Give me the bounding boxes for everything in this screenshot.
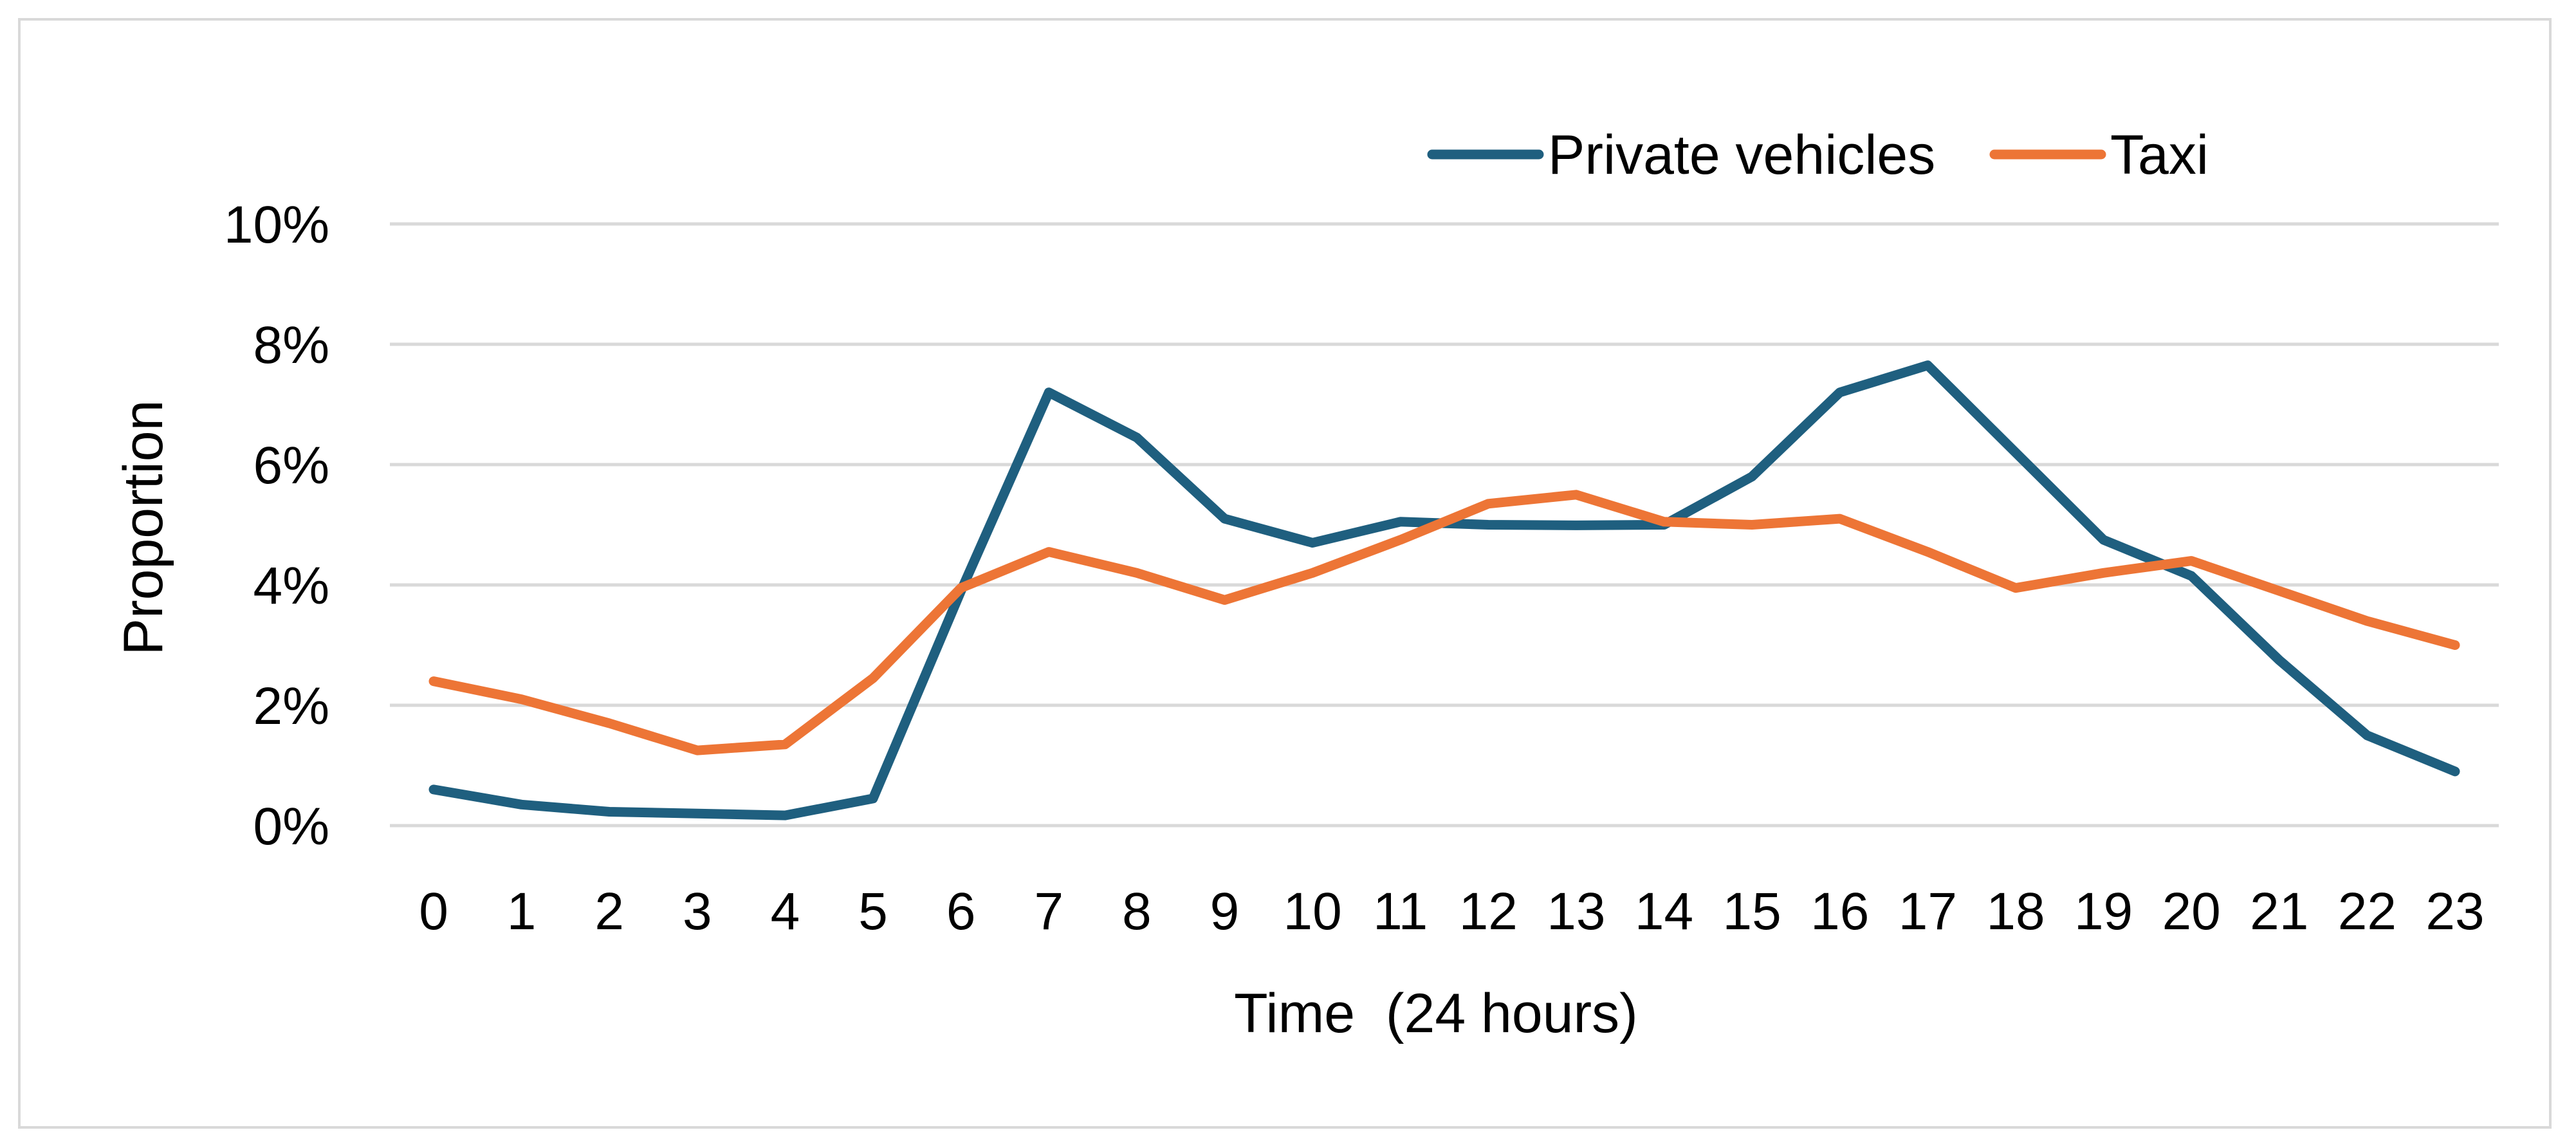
data-point-taxi bbox=[2103, 572, 2104, 573]
data-point-private-vehicles bbox=[1751, 476, 1753, 477]
data-point-private-vehicles bbox=[697, 813, 698, 814]
x-tick-label: 7 bbox=[1034, 882, 1063, 941]
gridlines bbox=[390, 222, 2499, 828]
x-tick-label: 12 bbox=[1459, 882, 1518, 941]
data-point-taxi bbox=[433, 681, 434, 682]
data-point-taxi bbox=[1048, 551, 1049, 553]
y-tick-label: 4% bbox=[253, 557, 329, 615]
data-point-taxi bbox=[1576, 494, 1577, 495]
legend-label-private-vehicles: Private vehicles bbox=[1548, 124, 1935, 186]
data-point-taxi bbox=[1312, 572, 1313, 573]
series-layer bbox=[428, 360, 2460, 820]
x-tick-label: 20 bbox=[2162, 882, 2221, 941]
y-tick-label: 6% bbox=[253, 436, 329, 495]
x-tick-label: 23 bbox=[2425, 882, 2484, 941]
data-point-private-vehicles bbox=[1312, 542, 1313, 544]
x-tick-labels: 0 1 2 3 4 5 6 7 8 9 10 11 12 13 14 15 16 17 18 19 20 21 22 23 bbox=[419, 882, 2484, 941]
x-tick-label: 13 bbox=[1547, 882, 1605, 941]
data-point-private-vehicles bbox=[609, 811, 610, 812]
y-tick-label: 8% bbox=[253, 316, 329, 375]
x-tick-label: 1 bbox=[507, 882, 537, 941]
data-point-private-vehicles bbox=[2454, 771, 2456, 772]
data-point-taxi bbox=[1136, 572, 1137, 573]
y-tick-label: 2% bbox=[253, 677, 329, 736]
x-tick-label: 8 bbox=[1122, 882, 1152, 941]
x-tick-label: 15 bbox=[1723, 882, 1781, 941]
data-point-taxi bbox=[2015, 588, 2016, 589]
data-point-private-vehicles bbox=[1224, 518, 1225, 519]
data-point-taxi bbox=[2366, 620, 2368, 622]
data-point-taxi bbox=[697, 750, 698, 751]
y-tick-label: 10% bbox=[224, 196, 329, 254]
x-tick-label: 6 bbox=[946, 882, 976, 941]
data-point-private-vehicles bbox=[433, 789, 434, 790]
x-tick-label: 21 bbox=[2250, 882, 2308, 941]
data-point-taxi bbox=[1224, 599, 1225, 600]
x-tick-label: 17 bbox=[1899, 882, 1957, 941]
data-point-taxi bbox=[2279, 590, 2280, 591]
data-point-taxi bbox=[521, 699, 522, 700]
series-line-taxi bbox=[428, 490, 2460, 755]
data-point-private-vehicles bbox=[2366, 735, 2368, 736]
data-point-taxi bbox=[961, 588, 962, 589]
data-point-private-vehicles bbox=[2191, 575, 2192, 577]
x-tick-label: 2 bbox=[594, 882, 624, 941]
data-point-private-vehicles bbox=[2015, 452, 2016, 453]
data-point-private-vehicles bbox=[2103, 539, 2104, 541]
data-point-taxi bbox=[784, 744, 786, 745]
data-point-private-vehicles bbox=[1927, 365, 1928, 366]
data-point-taxi bbox=[1751, 524, 1753, 526]
legend: Private vehicles Taxi bbox=[1427, 124, 2209, 186]
data-point-private-vehicles bbox=[1048, 392, 1049, 393]
x-tick-label: 16 bbox=[1810, 882, 1869, 941]
x-tick-label: 3 bbox=[683, 882, 712, 941]
data-point-private-vehicles bbox=[521, 804, 522, 805]
data-point-private-vehicles bbox=[1839, 392, 1841, 393]
x-tick-label: 19 bbox=[2074, 882, 2133, 941]
x-tick-label: 4 bbox=[771, 882, 800, 941]
data-point-taxi bbox=[1839, 518, 1841, 519]
x-tick-label: 22 bbox=[2338, 882, 2397, 941]
x-tick-label: 9 bbox=[1210, 882, 1240, 941]
data-point-taxi bbox=[1927, 551, 1928, 553]
x-tick-label: 5 bbox=[858, 882, 888, 941]
data-point-taxi bbox=[609, 723, 610, 724]
x-tick-label: 0 bbox=[419, 882, 448, 941]
x-tick-label: 14 bbox=[1635, 882, 1693, 941]
data-point-taxi bbox=[2454, 645, 2456, 646]
y-tick-labels: 0% 2% 4% 6% 8% 10% bbox=[224, 196, 329, 856]
data-point-taxi bbox=[1400, 539, 1401, 541]
data-point-private-vehicles bbox=[1400, 521, 1401, 523]
data-point-taxi bbox=[2191, 560, 2192, 562]
x-tick-label: 11 bbox=[1373, 882, 1428, 941]
data-point-taxi bbox=[872, 678, 874, 679]
x-tick-label: 10 bbox=[1283, 882, 1341, 941]
legend-label-taxi: Taxi bbox=[2110, 124, 2209, 186]
x-axis-title: Time (24 hours) bbox=[1234, 983, 1638, 1044]
y-axis-title: Proportion bbox=[113, 400, 174, 656]
data-point-private-vehicles bbox=[1136, 437, 1137, 438]
data-point-private-vehicles bbox=[1487, 524, 1489, 526]
data-point-private-vehicles bbox=[784, 815, 786, 816]
data-point-private-vehicles bbox=[872, 798, 874, 799]
x-tick-label: 18 bbox=[1986, 882, 2045, 941]
data-point-taxi bbox=[1487, 503, 1489, 505]
data-point-taxi bbox=[1664, 521, 1665, 523]
y-tick-label: 0% bbox=[253, 797, 329, 856]
data-point-private-vehicles bbox=[1576, 524, 1577, 526]
data-point-private-vehicles bbox=[2279, 660, 2280, 661]
